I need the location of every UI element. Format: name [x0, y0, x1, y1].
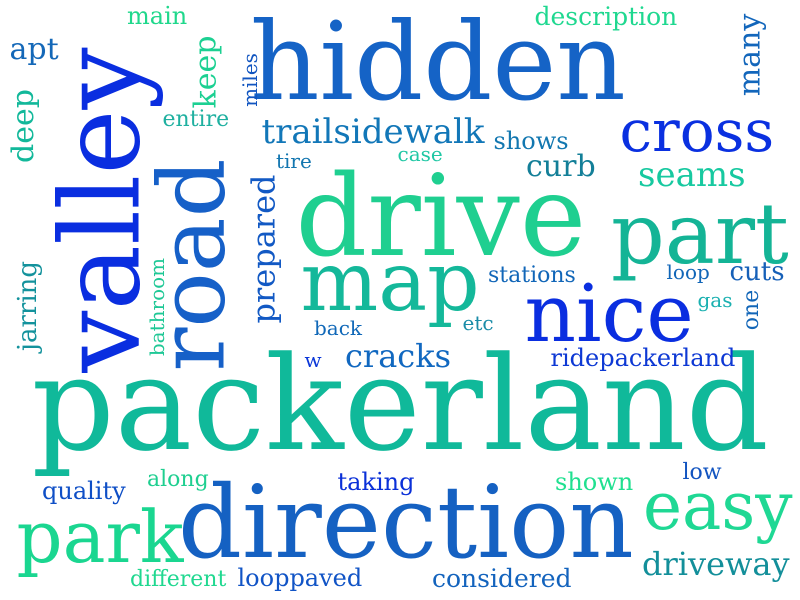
word-cuts: cuts [729, 257, 785, 287]
word-quality: quality [42, 477, 126, 505]
word-description: description [534, 1, 678, 31]
word-tire: tire [276, 149, 312, 173]
word-curb: curb [526, 149, 596, 184]
word-many: many [731, 13, 767, 97]
word-considered: considered [432, 563, 572, 593]
word-trailsidewalk: trailsidewalk [261, 112, 485, 152]
word-looppaved: looppaved [237, 564, 363, 592]
word-apt: apt [9, 32, 59, 67]
word-ridepackerland: ridepackerland [550, 344, 736, 372]
word-one: one [739, 289, 765, 331]
word-part: part [611, 185, 789, 283]
word-case: case [397, 142, 443, 166]
word-stations: stations [488, 263, 576, 288]
word-back: back [314, 316, 363, 340]
word-etc: etc [462, 311, 494, 335]
word-park: park [16, 495, 184, 579]
word-taking: taking [337, 468, 415, 496]
word-nice: nice [524, 267, 694, 360]
word-driveway: driveway [642, 545, 790, 583]
word-miles: miles [237, 53, 262, 107]
word-loop: loop [666, 260, 710, 284]
word-deep: deep [5, 89, 41, 163]
word-shows: shows [493, 127, 569, 155]
word-jarring: jarring [13, 260, 44, 352]
word-keep: keep [187, 35, 223, 109]
word-w: w [304, 348, 322, 372]
word-direction: direction [178, 464, 634, 581]
word-gas: gas [697, 288, 733, 312]
word-main: main [127, 2, 188, 30]
word-map: map [300, 235, 480, 330]
word-entire: entire [162, 107, 230, 132]
word-seams: seams [638, 155, 746, 195]
word-prepared: prepared [244, 174, 282, 324]
word-low: low [682, 460, 722, 485]
word-drive: drive [295, 152, 587, 282]
word-cracks: cracks [345, 337, 452, 375]
word-easy: easy [643, 468, 793, 545]
word-cross: cross [619, 97, 775, 165]
word-packerland: packerland [31, 328, 769, 480]
word-shown: shown [555, 468, 634, 496]
word-hidden: hidden [250, 0, 626, 125]
word-along: along [147, 467, 209, 492]
word-bathroom: bathroom [145, 257, 170, 357]
word-different: different [130, 567, 227, 592]
